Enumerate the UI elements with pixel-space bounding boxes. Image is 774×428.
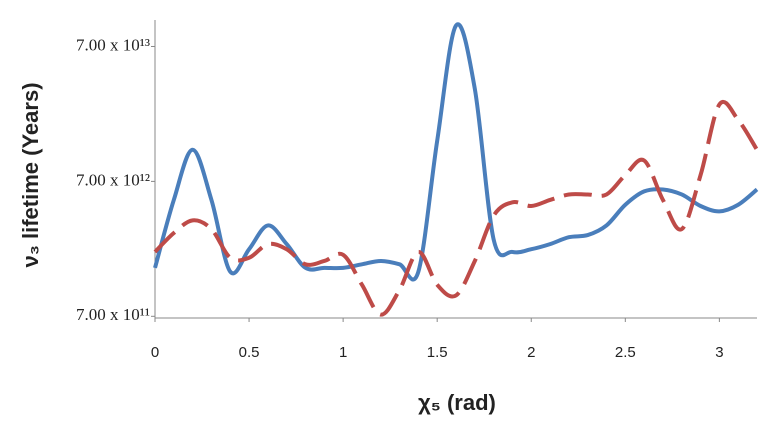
x-tick-label: 1.5 (427, 344, 448, 361)
y-tick-label: 7.00 x 10¹² (76, 170, 150, 189)
series-line (153, 99, 759, 317)
x-tick-label: 2 (527, 344, 535, 361)
x-tick-label: 3 (715, 344, 723, 361)
y-tick-label: 7.00 x 10¹¹ (76, 305, 150, 324)
series-line (153, 22, 759, 282)
x-tick-label: 1 (339, 344, 347, 361)
y-tick-label: 7.00 x 10¹³ (76, 35, 150, 54)
x-tick-label: 0 (151, 344, 159, 361)
x-tick-label: 0.5 (239, 344, 260, 361)
x-axis-title: χ₅ (rad) (418, 390, 496, 415)
y-axis-title: ν₃ lifetime (Years) (18, 82, 43, 267)
x-tick-label: 2.5 (615, 344, 636, 361)
